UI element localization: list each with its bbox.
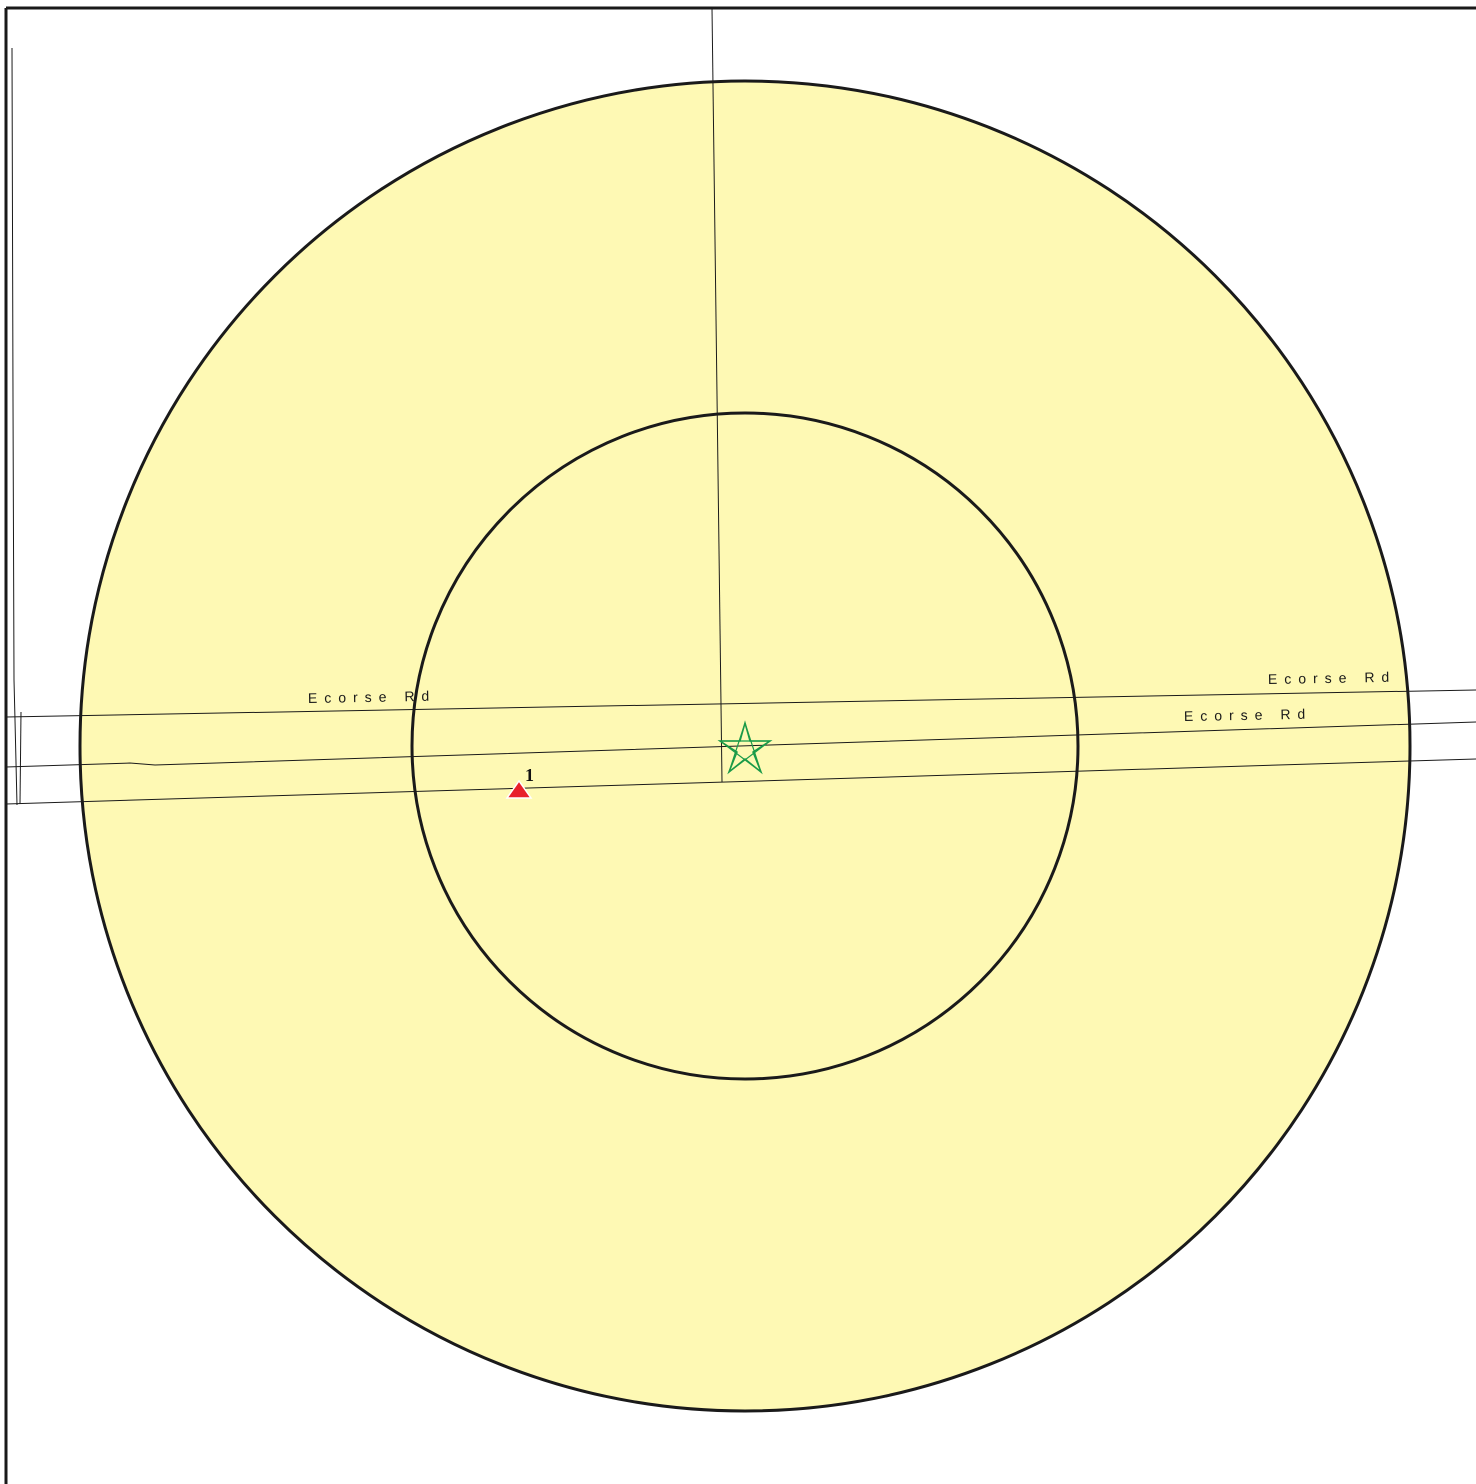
road-label: Ecorse Rd [1268,669,1397,687]
center-location-marker[interactable] [717,720,773,775]
road-label: Ecorse Rd [1184,706,1313,724]
star-icon-outline [718,721,772,774]
map-frame [4,6,1476,1484]
triangle-icon [505,779,533,799]
road-network [5,7,1476,806]
road-segment[interactable] [5,721,1476,768]
road-segment[interactable] [5,689,1476,718]
inner-buffer-ring[interactable] [410,411,1080,1081]
road-segment[interactable] [19,711,22,805]
road-segment[interactable] [5,758,1476,805]
site-marker-label: 1 [525,765,534,785]
site-marker-1[interactable]: 1 [505,765,534,799]
road-label: Ecorse Rd [308,688,437,706]
road-segment[interactable] [11,47,18,806]
road-segment[interactable] [711,7,723,783]
road-labels: Ecorse Rd Ecorse Rd Ecorse Rd [308,669,1397,724]
